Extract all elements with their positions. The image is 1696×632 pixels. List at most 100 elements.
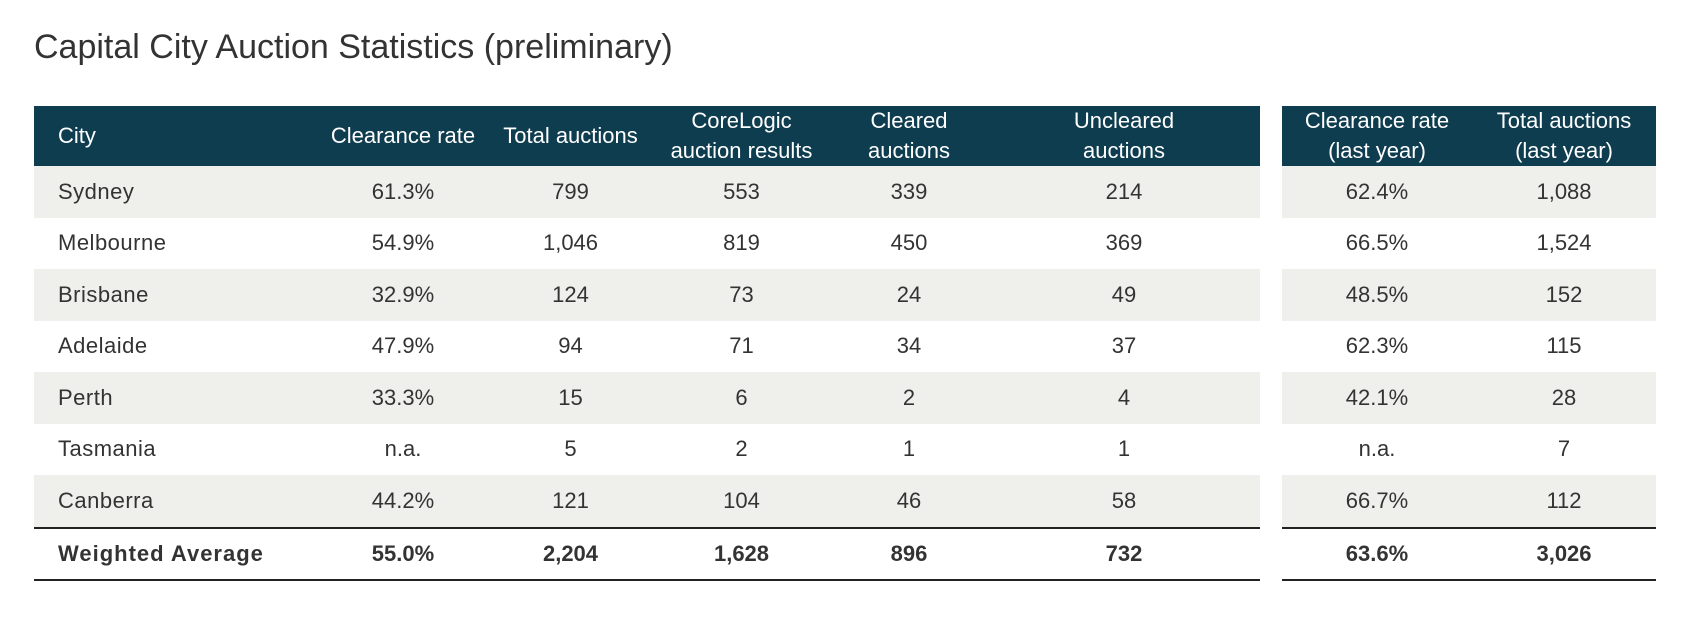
auction-stats-table: City Clearance rate Total auctions CoreL… bbox=[34, 106, 1260, 581]
cell-clearance-rate-last-year: 66.7% bbox=[1282, 475, 1472, 528]
cell-cleared: 24 bbox=[830, 269, 988, 321]
table-row: 42.1% 28 bbox=[1282, 372, 1656, 424]
cell-city: Canberra bbox=[34, 475, 318, 528]
cell-clearance-rate: 61.3% bbox=[318, 166, 488, 218]
cell-clearance-rate: 33.3% bbox=[318, 372, 488, 424]
weighted-average-row: Weighted Average 55.0% 2,204 1,628 896 7… bbox=[34, 526, 1260, 581]
cell-corelogic-results: 553 bbox=[653, 166, 830, 218]
cell-total-auctions: 799 bbox=[488, 166, 653, 218]
table-row: Canberra 44.2% 121 104 46 58 bbox=[34, 475, 1260, 528]
header-city: City bbox=[34, 106, 318, 166]
cell-total-auctions: 15 bbox=[488, 372, 653, 424]
cell-city: Adelaide bbox=[34, 320, 318, 372]
total-cleared: 896 bbox=[830, 526, 988, 581]
cell-cleared: 450 bbox=[830, 217, 988, 269]
table-row: 62.4% 1,088 bbox=[1282, 166, 1656, 218]
header-total-auctions-last-year: Total auctions (last year) bbox=[1472, 106, 1656, 166]
table-row: Adelaide 47.9% 94 71 34 37 bbox=[34, 320, 1260, 372]
cell-city: Tasmania bbox=[34, 423, 318, 475]
header-uncleared: Uncleared auctions bbox=[988, 106, 1260, 166]
total-uncleared: 732 bbox=[988, 526, 1260, 581]
cell-city: Melbourne bbox=[34, 217, 318, 269]
table-row: n.a. 7 bbox=[1282, 423, 1656, 475]
table-row: Brisbane 32.9% 124 73 24 49 bbox=[34, 269, 1260, 321]
cell-uncleared: 49 bbox=[988, 269, 1260, 321]
cell-total-auctions: 121 bbox=[488, 475, 653, 528]
table-row: 62.3% 115 bbox=[1282, 320, 1656, 372]
cell-uncleared: 369 bbox=[988, 217, 1260, 269]
cell-total-auctions-last-year: 1,524 bbox=[1472, 217, 1656, 269]
cell-uncleared: 37 bbox=[988, 320, 1260, 372]
cell-cleared: 46 bbox=[830, 475, 988, 528]
header-cleared-line2: auctions bbox=[868, 138, 950, 163]
cell-city: Brisbane bbox=[34, 269, 318, 321]
cell-total-auctions: 124 bbox=[488, 269, 653, 321]
cell-clearance-rate-last-year: 48.5% bbox=[1282, 269, 1472, 321]
cell-corelogic-results: 71 bbox=[653, 320, 830, 372]
cell-total-auctions-last-year: 1,088 bbox=[1472, 166, 1656, 218]
header-corelogic-line1: CoreLogic bbox=[691, 108, 792, 133]
cell-cleared: 2 bbox=[830, 372, 988, 424]
header-cleared: Cleared auctions bbox=[830, 106, 988, 166]
header-total-auctions: Total auctions bbox=[488, 106, 653, 166]
cell-total-auctions-last-year: 7 bbox=[1472, 423, 1656, 475]
cell-total-auctions: 1,046 bbox=[488, 217, 653, 269]
cell-corelogic-results: 6 bbox=[653, 372, 830, 424]
cell-clearance-rate: 44.2% bbox=[318, 475, 488, 528]
weighted-average-row: 63.6% 3,026 bbox=[1282, 526, 1656, 581]
table-row: Sydney 61.3% 799 553 339 214 bbox=[34, 166, 1260, 218]
cell-clearance-rate-last-year: 66.5% bbox=[1282, 217, 1472, 269]
cell-corelogic-results: 73 bbox=[653, 269, 830, 321]
header-total-ly-line1: Total auctions bbox=[1496, 108, 1632, 133]
cell-uncleared: 58 bbox=[988, 475, 1260, 528]
cell-cleared: 34 bbox=[830, 320, 988, 372]
cell-clearance-rate-last-year: n.a. bbox=[1282, 423, 1472, 475]
total-city: Weighted Average bbox=[34, 526, 318, 581]
cell-total-auctions: 5 bbox=[488, 423, 653, 475]
cell-clearance-rate: 47.9% bbox=[318, 320, 488, 372]
cell-uncleared: 1 bbox=[988, 423, 1260, 475]
header-corelogic-results: CoreLogic auction results bbox=[653, 106, 830, 166]
last-year-table: Clearance rate (last year) Total auctions… bbox=[1282, 106, 1656, 581]
cell-clearance-rate-last-year: 62.3% bbox=[1282, 320, 1472, 372]
total-clearance-rate-last-year: 63.6% bbox=[1282, 526, 1472, 581]
cell-corelogic-results: 104 bbox=[653, 475, 830, 528]
cell-total-auctions-last-year: 28 bbox=[1472, 372, 1656, 424]
cell-corelogic-results: 2 bbox=[653, 423, 830, 475]
table-row: 66.7% 112 bbox=[1282, 475, 1656, 528]
total-clearance-rate: 55.0% bbox=[318, 526, 488, 581]
cell-uncleared: 4 bbox=[988, 372, 1260, 424]
header-clearance-ly-line2: (last year) bbox=[1328, 138, 1426, 163]
table-row: 66.5% 1,524 bbox=[1282, 217, 1656, 269]
total-corelogic-results: 1,628 bbox=[653, 526, 830, 581]
cell-total-auctions-last-year: 112 bbox=[1472, 475, 1656, 528]
table-row: 48.5% 152 bbox=[1282, 269, 1656, 321]
cell-total-auctions: 94 bbox=[488, 320, 653, 372]
cell-total-auctions-last-year: 115 bbox=[1472, 320, 1656, 372]
cell-uncleared: 214 bbox=[988, 166, 1260, 218]
header-uncleared-line1: Uncleared bbox=[1073, 108, 1175, 133]
table-row: Perth 33.3% 15 6 2 4 bbox=[34, 372, 1260, 424]
table-header-row: Clearance rate (last year) Total auctions… bbox=[1282, 106, 1656, 166]
cell-clearance-rate: n.a. bbox=[318, 423, 488, 475]
cell-clearance-rate: 54.9% bbox=[318, 217, 488, 269]
cell-total-auctions-last-year: 152 bbox=[1472, 269, 1656, 321]
header-corelogic-line2: auction results bbox=[670, 138, 813, 163]
total-total-auctions-last-year: 3,026 bbox=[1472, 526, 1656, 581]
table-header-row: City Clearance rate Total auctions CoreL… bbox=[34, 106, 1260, 166]
total-total-auctions: 2,204 bbox=[488, 526, 653, 581]
header-total-ly-line2: (last year) bbox=[1515, 138, 1613, 163]
header-clearance-rate-last-year: Clearance rate (last year) bbox=[1282, 106, 1472, 166]
header-clearance-ly-line1: Clearance rate bbox=[1304, 108, 1450, 133]
page-title: Capital City Auction Statistics (prelimi… bbox=[34, 28, 673, 66]
cell-clearance-rate-last-year: 42.1% bbox=[1282, 372, 1472, 424]
header-uncleared-line2: auctions bbox=[1083, 138, 1165, 163]
cell-city: Sydney bbox=[34, 166, 318, 218]
cell-city: Perth bbox=[34, 372, 318, 424]
table-row: Tasmania n.a. 5 2 1 1 bbox=[34, 423, 1260, 475]
cell-corelogic-results: 819 bbox=[653, 217, 830, 269]
cell-cleared: 339 bbox=[830, 166, 988, 218]
table-row: Melbourne 54.9% 1,046 819 450 369 bbox=[34, 217, 1260, 269]
cell-clearance-rate-last-year: 62.4% bbox=[1282, 166, 1472, 218]
header-clearance-rate: Clearance rate bbox=[318, 106, 488, 166]
